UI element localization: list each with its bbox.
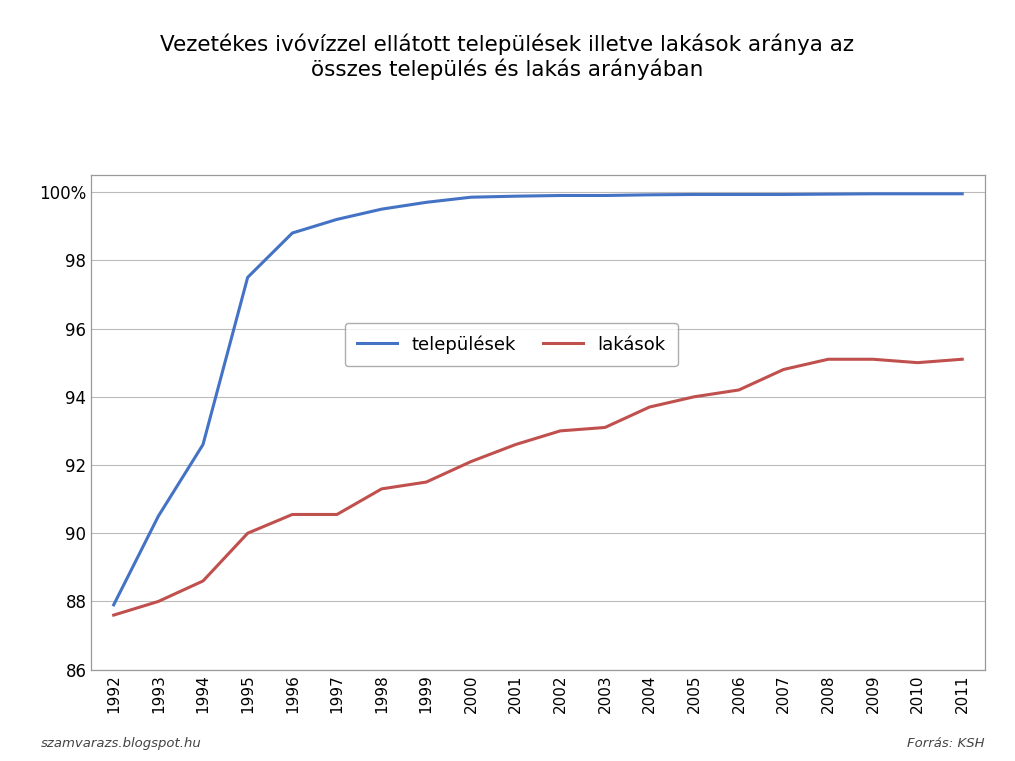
települések	[688, 190, 700, 199]
lakások	[510, 440, 522, 449]
települések	[286, 228, 298, 237]
lakások	[688, 392, 700, 401]
települések	[108, 600, 120, 610]
települések	[331, 215, 343, 224]
települések	[777, 190, 790, 199]
települések	[152, 511, 164, 521]
lakások	[376, 484, 388, 493]
lakások	[331, 510, 343, 519]
Text: szamvarazs.blogspot.hu: szamvarazs.blogspot.hu	[41, 737, 201, 750]
lakások	[777, 365, 790, 374]
lakások	[465, 457, 477, 466]
települések	[510, 192, 522, 201]
lakások	[599, 423, 611, 432]
lakások	[867, 355, 879, 364]
települések	[376, 205, 388, 214]
lakások	[644, 403, 656, 412]
lakások	[554, 426, 566, 435]
települések	[822, 189, 834, 199]
települések	[465, 193, 477, 202]
települések	[599, 191, 611, 200]
települések	[242, 272, 254, 282]
települések	[911, 189, 924, 199]
lakások	[956, 355, 968, 364]
lakások	[108, 610, 120, 619]
települések	[867, 189, 879, 199]
települések	[733, 190, 745, 199]
lakások	[733, 385, 745, 394]
lakások	[152, 597, 164, 606]
lakások	[242, 529, 254, 538]
lakások	[286, 510, 298, 519]
Line: települések: települések	[114, 194, 962, 605]
települések	[956, 189, 968, 199]
települések	[197, 440, 209, 449]
lakások	[822, 355, 834, 364]
lakások	[911, 358, 924, 368]
lakások	[197, 576, 209, 585]
Text: Vezetékes ivóvízzel ellátott települések illetve lakások aránya az
összes telepü: Vezetékes ivóvízzel ellátott települések…	[160, 33, 855, 80]
települések	[644, 190, 656, 199]
települések	[554, 191, 566, 200]
lakások	[420, 477, 432, 486]
települések	[420, 198, 432, 207]
Text: Forrás: KSH: Forrás: KSH	[907, 737, 985, 750]
Line: lakások: lakások	[114, 359, 962, 615]
Legend: települések, lakások: települések, lakások	[344, 323, 678, 366]
